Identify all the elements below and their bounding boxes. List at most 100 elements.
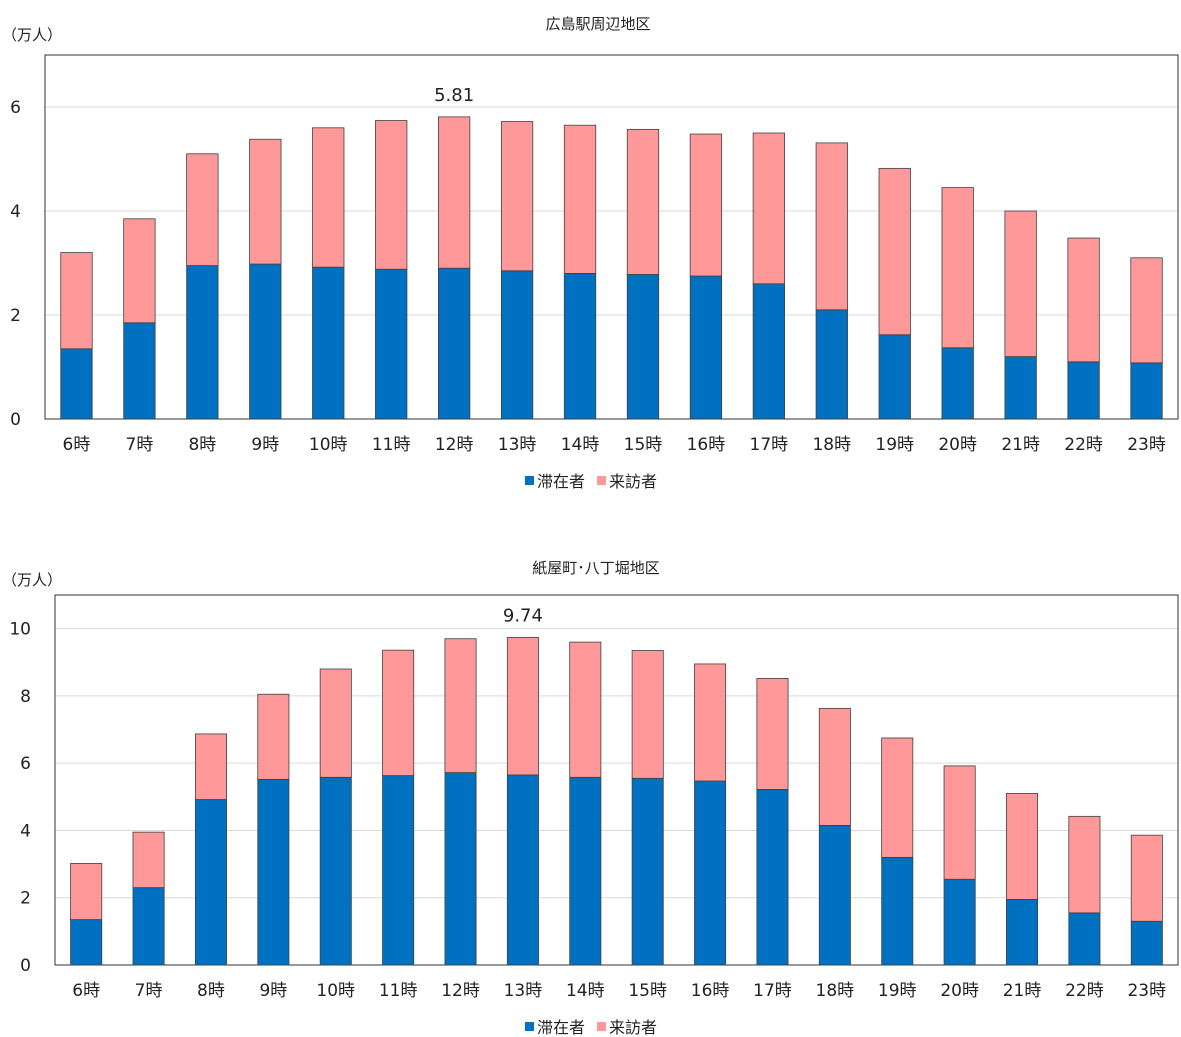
x-tick-label: 19時 [875,435,914,455]
bar-segment-visitor [756,678,789,790]
y-tick-label: 10 [9,620,31,640]
x-tick-label: 17時 [750,435,789,455]
bar-segment-resident [438,267,471,420]
x-tick-label: 21時 [1003,981,1042,1001]
bar-segment-visitor [563,124,597,274]
bar-segment-visitor [631,650,664,779]
x-tick-label: 10時 [316,981,355,1001]
bar-segment-visitor [1067,237,1100,363]
bar-segment-visitor [752,132,785,285]
bar-segment-resident [60,348,93,420]
bar-segment-visitor [1068,815,1101,914]
bar-segment-resident [257,778,290,966]
chart-title: 広島駅周辺地区 [545,15,650,33]
gridlines [45,106,1178,316]
legend: 滞在者 来訪者 [525,472,657,491]
bar-segment-resident [500,270,534,420]
bar-segment-visitor [70,863,103,920]
x-tick-label: 6時 [63,435,91,455]
bar-segment-visitor [1006,793,1039,900]
bar-segment-visitor [60,252,93,350]
bar-segment-resident [375,268,408,420]
x-tick-label: 18時 [812,435,851,455]
bar-segment-visitor [1004,210,1037,358]
bar-segment-resident [689,275,723,420]
bar-segment-visitor [1130,834,1163,922]
x-tick-label: 13時 [504,981,543,1001]
bar-segment-resident [444,772,477,966]
bar-segment-resident [506,774,539,966]
bar-segment-resident [756,789,789,966]
bar-segment-visitor [132,831,165,889]
legend-swatch-visitor [597,1022,606,1031]
x-tick-label: 14時 [566,981,605,1001]
bar-segment-resident [1006,899,1039,966]
x-tick-label: 11時 [372,435,411,455]
x-tick-label: 7時 [126,435,154,455]
y-tick-label: 6 [20,754,31,774]
bar-segment-visitor [194,733,227,800]
x-tick-label: 7時 [135,981,163,1001]
bar-segment-visitor [943,765,976,880]
plot-area-border [54,594,1179,966]
bar-segment-visitor [815,142,848,311]
bar-segment-visitor [375,120,408,270]
x-tick-label: 8時 [197,981,225,1001]
legend-label-visitor: 来訪者 [609,472,657,491]
bars [60,116,1163,420]
y-tick-label: 6 [10,98,21,118]
bar-segment-resident [943,878,976,966]
bar-segment-resident [1004,356,1037,420]
legend-label-resident: 滞在者 [537,1018,585,1037]
bar-segment-visitor [438,116,471,269]
y-tick-label: 0 [10,410,21,430]
y-tick-label: 4 [20,821,31,841]
bar-segment-resident [312,266,345,420]
bar-segment-resident [186,265,219,420]
bar-segment-resident [569,776,602,966]
y-unit-label: （万人） [2,571,62,589]
bar-segment-resident [815,309,848,420]
chart-hiroshima-station: 広島駅周辺地区 （万人） 0 2 4 6 6時 7時 8時 9時 10時 11時 12時 13時 14… [2,15,1179,491]
bar-segment-visitor [878,167,911,336]
x-tick-label: 17時 [753,981,792,1001]
bar-segment-resident [382,775,415,966]
peak-data-label: 5.81 [434,85,474,106]
bar-segment-visitor [444,638,477,773]
bar-segment-visitor [382,649,415,777]
x-tick-label: 20時 [940,981,979,1001]
plot-area-border [44,54,1179,420]
bar-segment-resident [878,334,911,420]
x-tick-label: 15時 [628,981,667,1001]
bar-segment-visitor [626,128,660,275]
x-tick-label: 23時 [1127,981,1166,1001]
y-tick-label: 0 [20,956,31,976]
bar-segment-resident [1068,912,1101,966]
bar-segment-resident [70,919,103,966]
peak-data-label: 9.74 [503,605,543,626]
bar-segment-resident [626,274,660,420]
bar-segment-visitor [569,641,602,778]
x-tick-label: 15時 [624,435,663,455]
bar-segment-resident [563,272,597,420]
bar-segment-resident [694,780,727,966]
bar-segment-visitor [689,133,723,277]
bar-segment-visitor [123,218,156,324]
bar-segment-resident [881,856,914,966]
x-tick-label: 14時 [561,435,600,455]
bar-segment-resident [818,825,851,966]
x-axis-ticks: 6時 7時 8時 9時 10時 11時 12時 13時 14時 15時 16時 17時 18時 19時 20… [63,435,1166,455]
y-axis-ticks: 0 2 4 6 8 10 [9,620,31,976]
bar-segment-resident [123,322,156,420]
y-tick-label: 2 [10,306,21,326]
legend-label-visitor: 来訪者 [609,1018,657,1037]
legend: 滞在者 来訪者 [525,1018,657,1037]
chart-title: 紙屋町･八丁堀地区 [532,559,660,577]
x-tick-label: 12時 [441,981,480,1001]
bar-segment-visitor [881,737,914,858]
x-tick-label: 12時 [435,435,474,455]
bar-segment-visitor [694,663,727,782]
x-tick-label: 20時 [938,435,977,455]
bar-segment-visitor [312,127,345,268]
x-tick-label: 22時 [1065,981,1104,1001]
